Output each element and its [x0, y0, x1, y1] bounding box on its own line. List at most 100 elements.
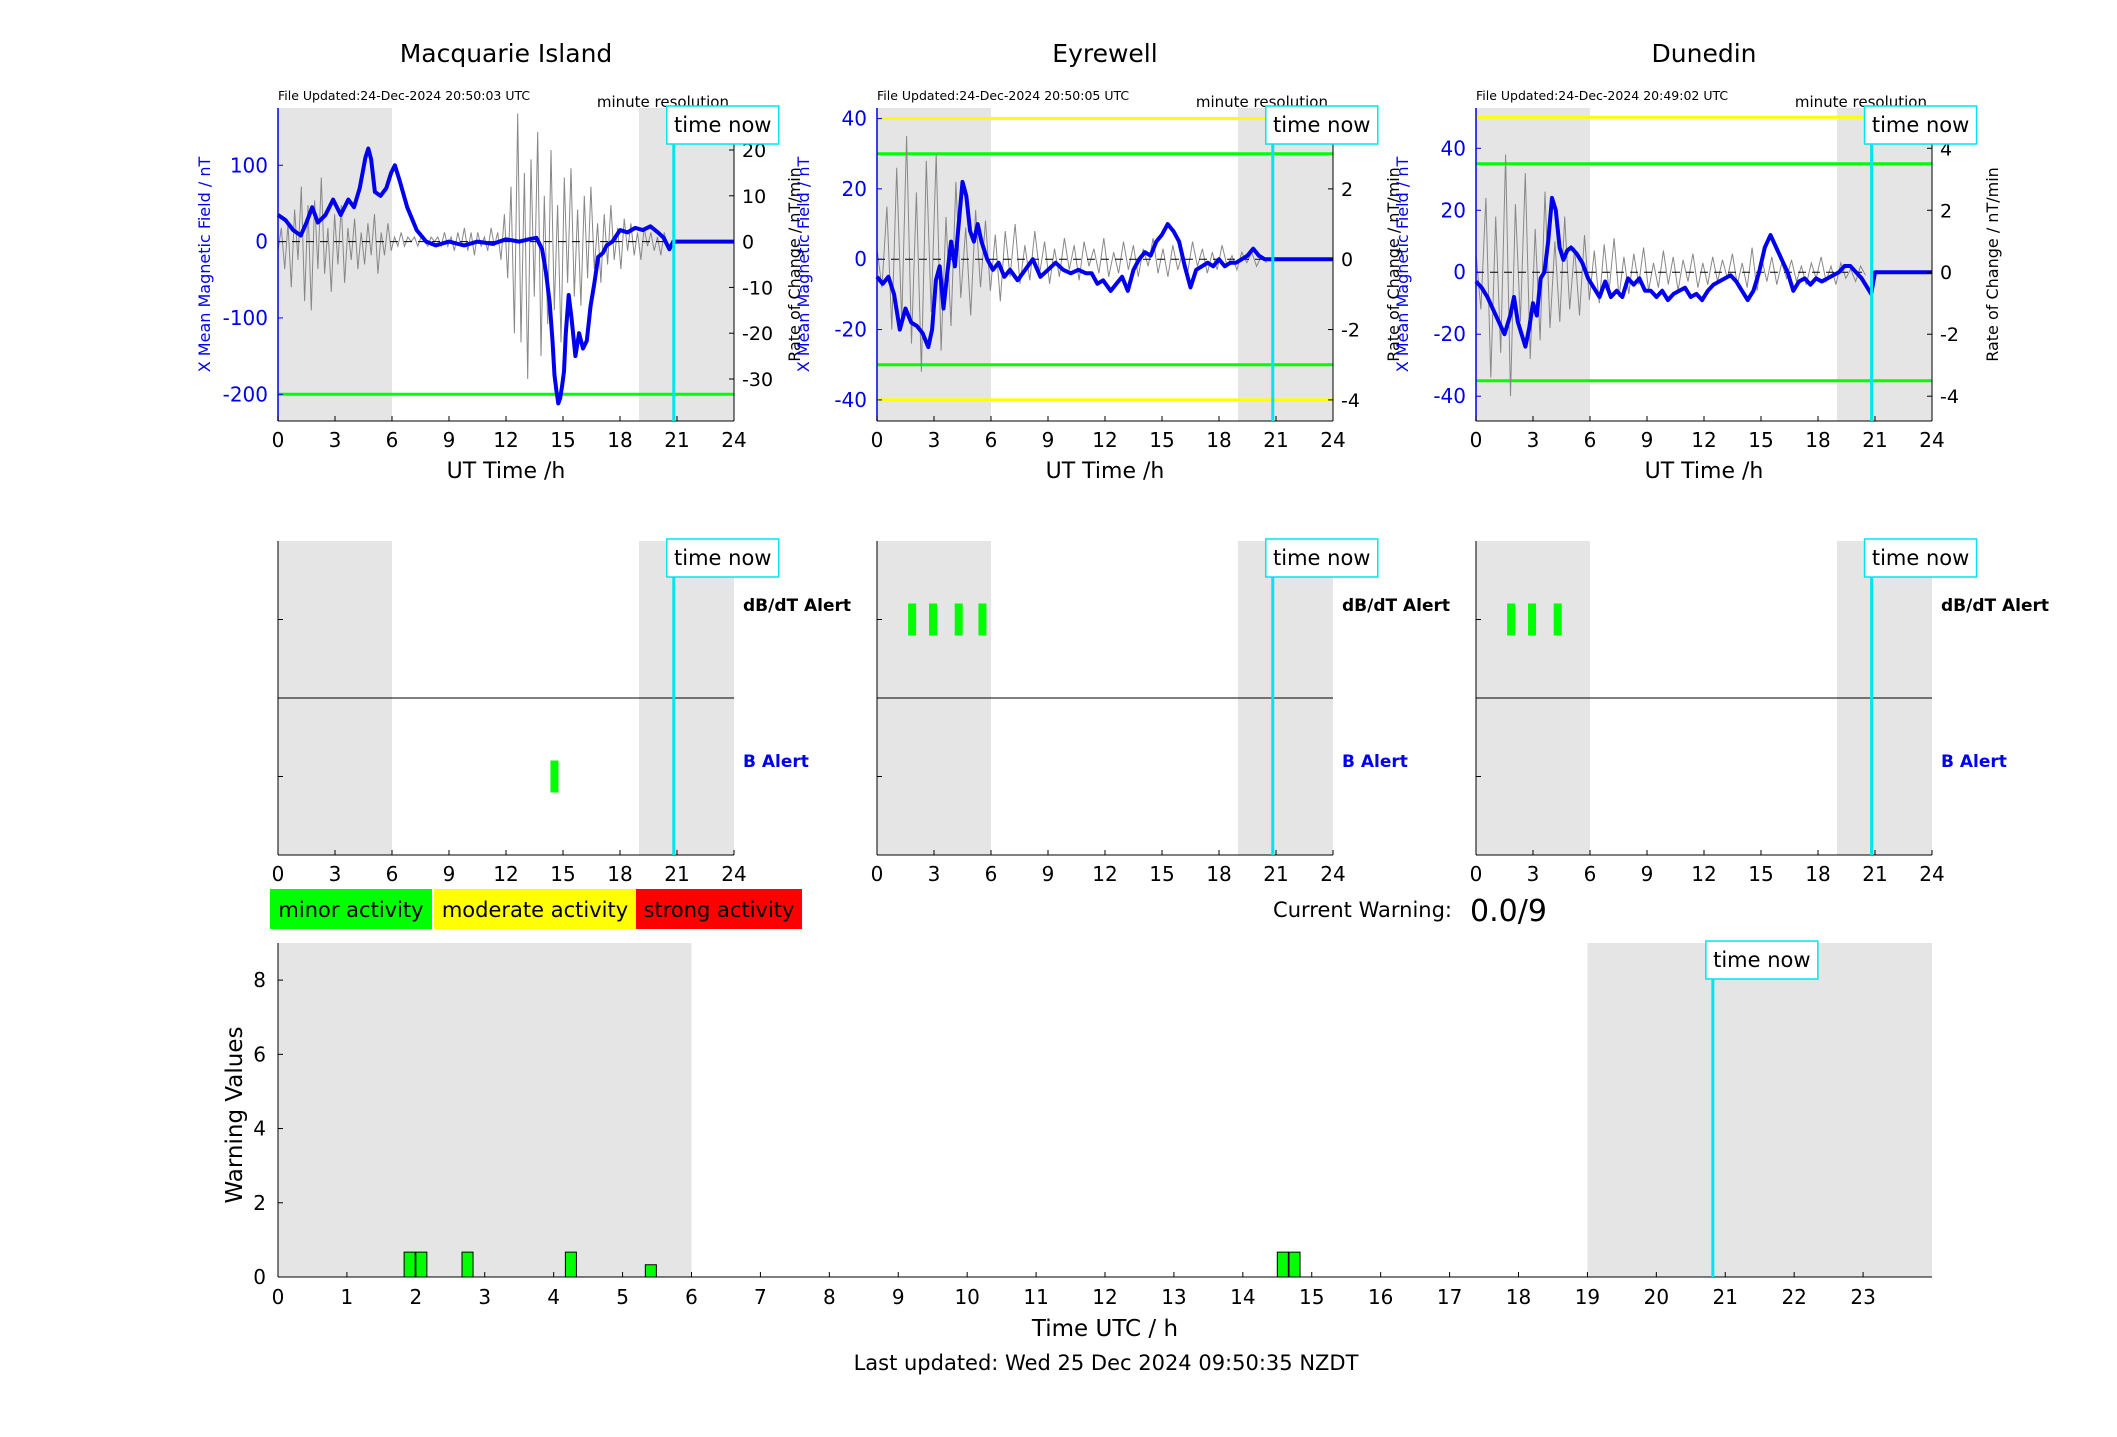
x-tick-label: 12 [1691, 428, 1716, 452]
night-band [877, 108, 991, 421]
warning-x-axis-label: Time UTC / h [1031, 1316, 1178, 1342]
rate-of-change-trace [1475, 154, 1866, 397]
night-band [278, 108, 392, 421]
x-tick-label: 15 [1149, 428, 1174, 452]
y2-tick-label: -4 [1940, 386, 1959, 408]
current-warning-label: Current Warning: [1273, 898, 1452, 922]
x-tick-label: 0 [272, 428, 285, 452]
x-tick-label: 18 [1206, 428, 1231, 452]
time-now-label: time now [1872, 546, 1969, 570]
x-tick-label: 9 [1042, 428, 1055, 452]
x-tick-label: 21 [664, 862, 689, 886]
magnetic-field-series [276, 146, 734, 406]
warning-x-tick-label: 15 [1299, 1285, 1324, 1309]
magnetic-field-series [875, 179, 1333, 350]
night-band [278, 943, 692, 1277]
file-updated: File Updated:24-Dec-2024 20:50:03 UTC [278, 88, 530, 103]
x-tick-label: 3 [329, 862, 342, 886]
dbdt-alert-mark [1528, 603, 1537, 636]
station-title: Macquarie Island [400, 39, 613, 68]
x-tick-label: 12 [493, 428, 518, 452]
warning-x-tick-label: 8 [823, 1285, 836, 1309]
warning-bar [1276, 1251, 1289, 1278]
last-updated-footer: Last updated: Wed 25 Dec 2024 09:50:35 N… [854, 1351, 1359, 1375]
y-tick-label: 40 [842, 107, 867, 131]
y2-tick-label: -30 [742, 369, 773, 391]
time-now-label: time now [674, 546, 771, 570]
x-tick-label: 24 [1919, 428, 1944, 452]
y2-tick-label: -10 [742, 277, 773, 299]
time-now-box [666, 105, 780, 145]
legend-swatch [434, 889, 636, 929]
file-updated: File Updated:24-Dec-2024 20:49:02 UTC [1476, 88, 1728, 103]
warning-x-tick-label: 21 [1713, 1285, 1738, 1309]
time-now-label: time now [1713, 948, 1810, 972]
warning-bar [461, 1251, 474, 1278]
warning-y-tick-label: 0 [253, 1265, 266, 1289]
x-tick-label: 12 [1691, 862, 1716, 886]
y-tick-label: 0 [255, 230, 268, 254]
time-now-box [1863, 105, 1978, 145]
y2-tick-label: 2 [1940, 200, 1952, 222]
warning-x-tick-label: 4 [547, 1285, 560, 1309]
warning-bar [564, 1251, 577, 1278]
warning-x-tick-label: 16 [1368, 1285, 1393, 1309]
warning-x-tick-label: 18 [1506, 1285, 1531, 1309]
x-tick-label: 21 [1263, 428, 1288, 452]
time-now-box [666, 538, 780, 578]
dbdt-alert-label: dB/dT Alert [1342, 596, 1450, 616]
warning-y-tick-label: 4 [253, 1117, 266, 1141]
y2-axis-label: Rate of Change / nT/min [1384, 167, 1403, 362]
x-tick-label: 24 [1919, 862, 1944, 886]
x-tick-label: 21 [1862, 862, 1887, 886]
x-tick-label: 15 [1748, 862, 1773, 886]
warning-y-axis-label: Warning Values [222, 1026, 248, 1203]
x-tick-label: 0 [272, 862, 285, 886]
alert-chart-3: 0 3 6 9 12 15 18 21 24 dB/dT Alert B Alert time now [1470, 538, 2049, 886]
x-tick-label: 6 [1584, 862, 1597, 886]
warning-x-tick-label: 22 [1781, 1285, 1806, 1309]
warning-y-tick-label: 6 [253, 1042, 266, 1066]
current-warning-value: 0.0/9 [1470, 894, 1547, 929]
warning-x-tick-label: 17 [1437, 1285, 1462, 1309]
warning-y-tick-label: 2 [253, 1191, 266, 1215]
legend-swatch [270, 889, 432, 929]
dbdt-alert-label: dB/dT Alert [743, 596, 851, 616]
time-now-label: time now [1273, 546, 1370, 570]
alert-chart-2: 0 3 6 9 12 15 18 21 24 dB/dT Alert B Alert time now [871, 538, 1450, 886]
y-tick-label: -200 [223, 382, 268, 406]
x-tick-label: 9 [1641, 428, 1654, 452]
x-tick-label: 3 [1527, 428, 1540, 452]
dbdt-alert-label: dB/dT Alert [1941, 596, 2049, 616]
b-alert-label: B Alert [743, 752, 809, 772]
warning-x-tick-label: 19 [1575, 1285, 1600, 1309]
time-now-box [1265, 538, 1379, 578]
warning-x-tick-label: 1 [341, 1285, 354, 1309]
x-tick-label: 6 [386, 862, 399, 886]
x-axis-label: UT Time /h [1645, 459, 1764, 484]
alert-chart-1: 0 3 6 9 12 15 18 21 24 dB/dT Alert B Alert time now [272, 538, 851, 886]
x-tick-label: 3 [928, 862, 941, 886]
warning-x-tick-label: 23 [1850, 1285, 1875, 1309]
x-tick-label: 21 [664, 428, 689, 452]
y-tick-label: 0 [854, 247, 867, 271]
y2-tick-label: 2 [1341, 179, 1353, 201]
night-band [1837, 108, 1932, 421]
warning-bar [415, 1251, 428, 1278]
x-axis-label: UT Time /h [1046, 459, 1165, 484]
warning-x-tick-label: 6 [685, 1285, 698, 1309]
x-tick-label: 15 [1149, 862, 1174, 886]
warning-x-tick-label: 14 [1230, 1285, 1255, 1309]
dbdt-alert-mark [978, 603, 987, 636]
y-tick-label: -40 [1433, 384, 1466, 408]
warning-bar [644, 1264, 657, 1278]
legend-label: moderate activity [442, 898, 628, 922]
x-tick-label: 0 [1470, 862, 1483, 886]
y-tick-label: -20 [834, 318, 867, 342]
warning-x-tick-label: 2 [409, 1285, 422, 1309]
y2-axis-label: Rate of Change / nT/min [785, 167, 804, 362]
x-tick-label: 21 [1263, 862, 1288, 886]
dbdt-alert-mark [908, 603, 917, 636]
x-tick-label: 18 [1805, 428, 1830, 452]
y-tick-label: 20 [1441, 198, 1466, 222]
